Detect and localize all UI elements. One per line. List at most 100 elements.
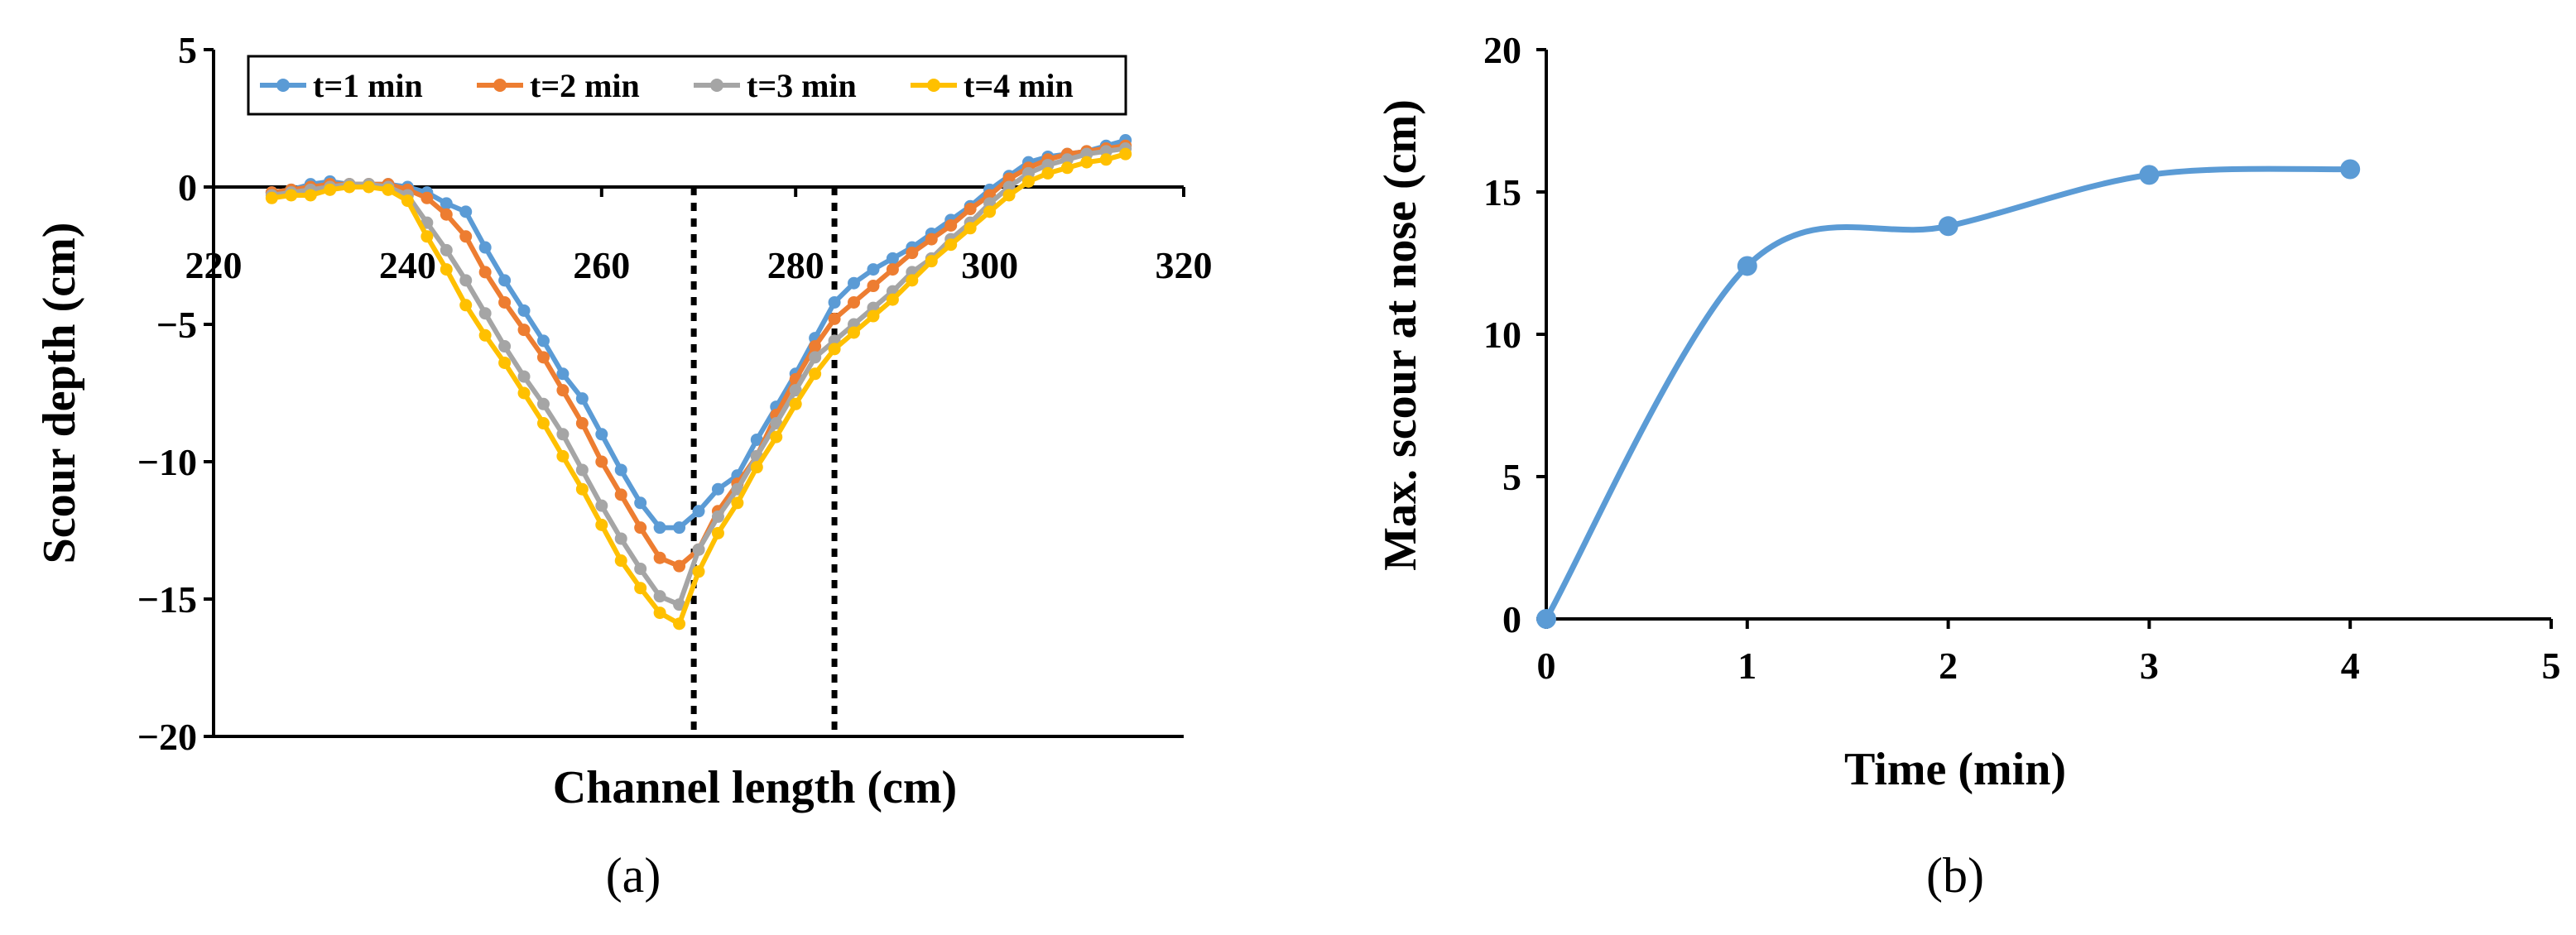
data-point-2: [867, 280, 880, 293]
y-tick-label: 0: [1502, 598, 1521, 640]
legend: t=1 min t=2 min t=3 min t=4 min: [247, 55, 1127, 116]
legend-box: [247, 55, 1127, 116]
data-point-4: [711, 526, 724, 539]
data-point-max-scour: [2139, 165, 2160, 185]
data-point-4: [1002, 189, 1016, 202]
data-point-2: [575, 417, 589, 430]
data-point-1: [750, 433, 763, 446]
y-tick-label: 15: [1483, 171, 1521, 213]
data-point-2: [556, 384, 570, 397]
series-line-max-scour: [1543, 165, 2353, 622]
legend-swatch-marker: [927, 79, 940, 92]
data-point-max-scour: [1737, 256, 1757, 276]
data-point-2: [828, 312, 841, 325]
data-point-2: [925, 233, 938, 246]
data-point-max-scour: [1938, 216, 1958, 237]
data-point-4: [848, 326, 861, 339]
data-point-3: [789, 384, 802, 397]
data-point-2: [595, 455, 608, 468]
data-point-4: [789, 397, 802, 410]
legend-label: t=1 min: [313, 67, 423, 104]
data-point-3: [440, 243, 453, 257]
data-point-2: [614, 488, 627, 501]
x-tick-label: 260: [573, 244, 630, 286]
data-point-1: [848, 276, 861, 290]
data-point-4: [673, 617, 686, 631]
y-tick-label: 5: [178, 29, 197, 71]
data-point-4: [634, 582, 647, 595]
y-tick-label: −15: [137, 578, 197, 621]
y-tick-label: −10: [137, 441, 197, 483]
data-point-3: [556, 428, 570, 441]
y-axis-title: Scour depth (cm): [34, 223, 85, 564]
panel-label-b: (b): [1926, 848, 1984, 903]
data-point-4: [867, 309, 880, 323]
series-line-3: [271, 146, 1127, 607]
data-point-2: [421, 191, 434, 204]
data-point-4: [750, 461, 763, 474]
data-point-4: [983, 205, 997, 218]
data-point-3: [498, 340, 512, 353]
data-point-2: [673, 559, 686, 573]
legend-label: t=4 min: [964, 67, 1074, 104]
data-point-3: [653, 590, 666, 603]
data-point-4: [828, 343, 841, 356]
data-point-4: [653, 607, 666, 620]
data-point-1: [595, 428, 608, 441]
data-point-2: [478, 266, 492, 279]
data-point-1: [673, 521, 686, 535]
x-axis-title: Channel length (cm): [553, 762, 957, 813]
data-point-2: [906, 247, 919, 260]
data-point-2: [536, 351, 550, 364]
data-point-4: [304, 189, 317, 202]
data-point-1: [575, 392, 589, 405]
data-point-1: [711, 482, 724, 496]
data-point-1: [867, 263, 880, 276]
x-tick-label: 2: [1939, 645, 1958, 687]
y-tick-label: 10: [1483, 314, 1521, 356]
data-point-4: [1041, 166, 1055, 180]
data-point-4: [925, 255, 938, 268]
data-point-4: [614, 554, 627, 568]
y-tick-label: 0: [178, 166, 197, 209]
y-tick-label: 5: [1502, 456, 1521, 498]
series-line-2: [271, 143, 1127, 569]
data-point-4: [770, 430, 783, 444]
data-point-4: [401, 194, 414, 208]
data-point-4: [421, 230, 434, 243]
y-axis-title: Max. scour at nose (cm): [1375, 99, 1426, 571]
data-point-1: [498, 274, 512, 287]
x-tick-label: 5: [2542, 645, 2561, 687]
data-point-1: [459, 205, 473, 218]
data-point-1: [828, 295, 841, 309]
data-point-2: [634, 521, 647, 535]
data-point-4: [459, 299, 473, 312]
data-point-1: [478, 241, 492, 254]
data-point-3: [770, 417, 783, 430]
data-point-max-scour: [2340, 159, 2361, 180]
data-point-2: [517, 324, 531, 337]
data-point-4: [440, 263, 453, 276]
legend-label: t=2 min: [530, 67, 640, 104]
data-point-2: [498, 295, 512, 309]
data-point-4: [1099, 153, 1113, 166]
legend-swatch-marker: [710, 79, 723, 92]
data-point-4: [363, 180, 376, 194]
data-point-3: [809, 351, 822, 364]
y-tick-label: −20: [137, 716, 197, 758]
y-tick-label: 20: [1483, 29, 1521, 71]
data-point-3: [614, 532, 627, 545]
data-point-3: [478, 307, 492, 320]
y-tick-label: −5: [156, 304, 197, 346]
x-tick-label: 240: [379, 244, 436, 286]
panel-b-chart: 0 5 10 15 20 0 1 2 3 4 5 Max. scour at nose (cm) Tim…: [1375, 29, 2561, 903]
x-tick-label: 4: [2341, 645, 2360, 687]
data-point-4: [1021, 175, 1035, 188]
x-tick-label: 3: [2140, 645, 2159, 687]
x-tick-label: 280: [767, 244, 824, 286]
data-point-1: [653, 521, 666, 535]
data-point-2: [848, 295, 861, 309]
x-tick-label: 300: [961, 244, 1018, 286]
